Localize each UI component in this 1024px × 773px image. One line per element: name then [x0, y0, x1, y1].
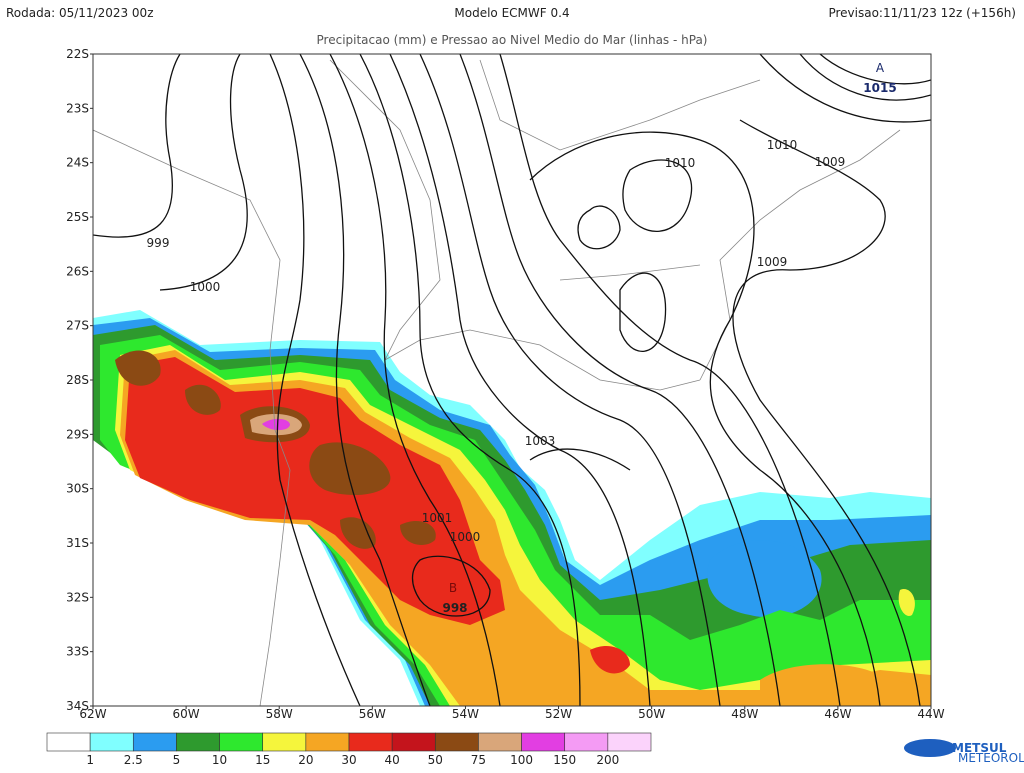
legend-label: 30	[341, 753, 356, 767]
legend-label: 200	[596, 753, 619, 767]
lon-label: 54W	[452, 707, 479, 721]
lon-label: 48W	[731, 707, 758, 721]
logo: METSUL METEOROLOGIA	[904, 739, 1024, 765]
isobar-label: 1009	[815, 155, 846, 169]
lat-label: 27S	[66, 319, 89, 333]
legend-swatch	[305, 732, 350, 752]
legend-swatch	[564, 732, 609, 752]
isobar-label: 999	[147, 236, 170, 250]
lon-label: 58W	[266, 707, 293, 721]
high-value: 1015	[863, 81, 896, 95]
lon-label: 46W	[824, 707, 851, 721]
legend-label: 100	[510, 753, 533, 767]
run-label: Rodada: 05/11/2023 00z	[6, 6, 154, 20]
isobars	[93, 54, 931, 706]
legend-swatch	[262, 732, 307, 752]
model-label: Modelo ECMWF 0.4	[454, 6, 569, 20]
logo-tagline: METEOROLOGIA	[958, 751, 1024, 765]
isobar-label: 1001	[422, 511, 453, 525]
lat-label: 22S	[66, 47, 89, 61]
lat-label: 30S	[66, 482, 89, 496]
legend-label: 2.5	[124, 753, 143, 767]
legend-label: 5	[173, 753, 181, 767]
lat-label: 24S	[66, 156, 89, 170]
lat-label: 29S	[66, 427, 89, 441]
legend-swatch	[391, 732, 436, 752]
legend-swatch	[348, 732, 393, 752]
legend-swatch	[176, 732, 220, 752]
lon-label: 62W	[79, 707, 106, 721]
lat-label: 31S	[66, 536, 89, 550]
isobar-label: 1010	[767, 138, 798, 152]
legend-swatch	[434, 732, 479, 752]
lon-label: 52W	[545, 707, 572, 721]
isobar-label: 1010	[665, 156, 696, 170]
lat-label: 25S	[66, 210, 89, 224]
lon-label: 50W	[638, 707, 665, 721]
lat-label: 32S	[66, 590, 89, 604]
isobar-label: 1009	[757, 255, 788, 269]
legend-swatch	[219, 732, 264, 752]
legend-swatch	[46, 732, 91, 752]
lat-label: 33S	[66, 645, 89, 659]
legend-swatch	[607, 732, 652, 752]
isobar-label: 1000	[450, 530, 481, 544]
legend-label: 1	[86, 753, 94, 767]
legend-label: 40	[385, 753, 400, 767]
legend-label: 15	[255, 753, 270, 767]
isobar-label: 1000	[190, 280, 221, 294]
lat-label: 26S	[66, 264, 89, 278]
logo-name: METSUL	[952, 741, 1007, 755]
legend-label: 75	[471, 753, 486, 767]
low-letter: B	[449, 581, 457, 595]
legend-swatch	[132, 732, 177, 752]
lon-label: 56W	[359, 707, 386, 721]
isobar-label: 1003	[525, 434, 556, 448]
lat-label: 28S	[66, 373, 89, 387]
legend-label: 50	[428, 753, 443, 767]
lon-label: 60W	[173, 707, 200, 721]
legend-swatch	[521, 732, 566, 752]
subtitle: Precipitacao (mm) e Pressao ao Nivel Med…	[317, 33, 708, 47]
legend-label: 20	[298, 753, 313, 767]
legend-swatch	[89, 732, 134, 752]
legend-swatch	[478, 732, 522, 752]
legend-label: 10	[212, 753, 227, 767]
lat-label: 23S	[66, 101, 89, 115]
legend-label: 150	[553, 753, 576, 767]
lon-label: 44W	[917, 707, 944, 721]
high-letter: A	[876, 61, 885, 75]
low-value: 998	[442, 601, 467, 615]
lat-label: 34S	[66, 699, 89, 713]
forecast-label: Previsao:11/11/23 12z (+156h)	[828, 6, 1016, 20]
precipitation-field	[93, 310, 931, 706]
